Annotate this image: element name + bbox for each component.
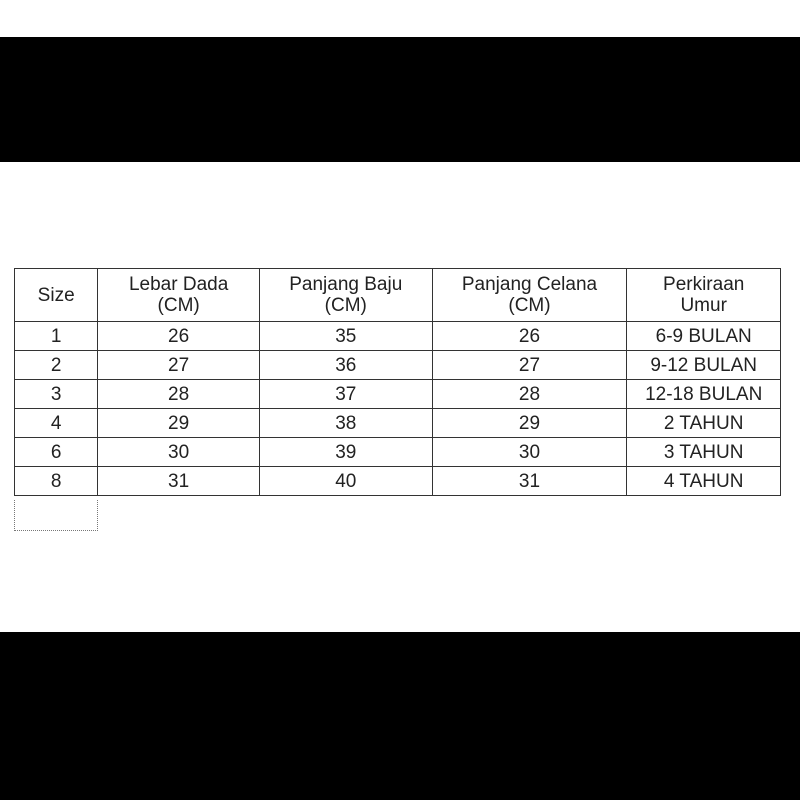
cell-panjang-celana: 30 xyxy=(431,437,628,467)
size-chart-table: Size Lebar Dada (CM) Panjang Baju (CM) Pan… xyxy=(13,268,781,496)
header-text: Panjang Baju xyxy=(289,274,403,295)
cell-perkiraan-umur: 6-9 BULAN xyxy=(626,321,781,351)
header-perkiraan-umur: Perkiraan Umur xyxy=(626,268,781,322)
table-row: 6 30 39 30 3 TAHUN xyxy=(13,437,781,467)
cell-panjang-baju: 39 xyxy=(258,437,433,467)
header-text: Lebar Dada xyxy=(128,274,229,295)
cell-perkiraan-umur: 4 TAHUN xyxy=(626,466,781,496)
cell-lebar-dada: 31 xyxy=(97,466,260,496)
header-unit: (CM) xyxy=(508,295,551,316)
cell-size: 4 xyxy=(13,408,99,438)
cell-panjang-celana: 27 xyxy=(431,350,628,380)
header-panjang-celana: Panjang Celana (CM) xyxy=(431,268,628,322)
cell-lebar-dada: 29 xyxy=(97,408,260,438)
cell-lebar-dada: 28 xyxy=(97,379,260,409)
cell-panjang-baju: 37 xyxy=(258,379,433,409)
header-size: Size xyxy=(13,268,99,322)
header-row: Size Lebar Dada (CM) Panjang Baju (CM) Pan… xyxy=(13,268,781,322)
black-band-bottom xyxy=(0,632,800,800)
cell-panjang-celana: 28 xyxy=(431,379,628,409)
table-row: 3 28 37 28 12-18 BULAN xyxy=(13,379,781,409)
cell-perkiraan-umur: 2 TAHUN xyxy=(626,408,781,438)
header-text: Umur xyxy=(680,295,727,316)
cell-lebar-dada: 27 xyxy=(97,350,260,380)
cell-perkiraan-umur: 12-18 BULAN xyxy=(626,379,781,409)
cell-panjang-baju: 35 xyxy=(258,321,433,351)
cell-perkiraan-umur: 3 TAHUN xyxy=(626,437,781,467)
cell-panjang-celana: 26 xyxy=(431,321,628,351)
cell-size: 1 xyxy=(13,321,99,351)
header-panjang-baju: Panjang Baju (CM) xyxy=(258,268,433,322)
table-row: 8 31 40 31 4 TAHUN xyxy=(13,466,781,496)
header-lebar-dada: Lebar Dada (CM) xyxy=(97,268,260,322)
table-row: 4 29 38 29 2 TAHUN xyxy=(13,408,781,438)
header-text: Panjang Celana xyxy=(461,274,598,295)
cell-panjang-baju: 36 xyxy=(258,350,433,380)
header-text: Perkiraan xyxy=(663,274,745,295)
cell-panjang-celana: 31 xyxy=(431,466,628,496)
cell-lebar-dada: 26 xyxy=(97,321,260,351)
black-band-top xyxy=(0,37,800,162)
cell-panjang-celana: 29 xyxy=(431,408,628,438)
cell-perkiraan-umur: 9-12 BULAN xyxy=(626,350,781,380)
table-row: 1 26 35 26 6-9 BULAN xyxy=(13,321,781,351)
cell-size: 2 xyxy=(13,350,99,380)
header-text: Size xyxy=(37,284,75,306)
header-unit: (CM) xyxy=(324,295,367,316)
cell-panjang-baju: 40 xyxy=(258,466,433,496)
cell-size: 3 xyxy=(13,379,99,409)
empty-cell xyxy=(14,500,98,531)
cell-size: 6 xyxy=(13,437,99,467)
header-unit: (CM) xyxy=(157,295,200,316)
cell-size: 8 xyxy=(13,466,99,496)
cell-lebar-dada: 30 xyxy=(97,437,260,467)
cell-panjang-baju: 38 xyxy=(258,408,433,438)
table-row: 2 27 36 27 9-12 BULAN xyxy=(13,350,781,380)
